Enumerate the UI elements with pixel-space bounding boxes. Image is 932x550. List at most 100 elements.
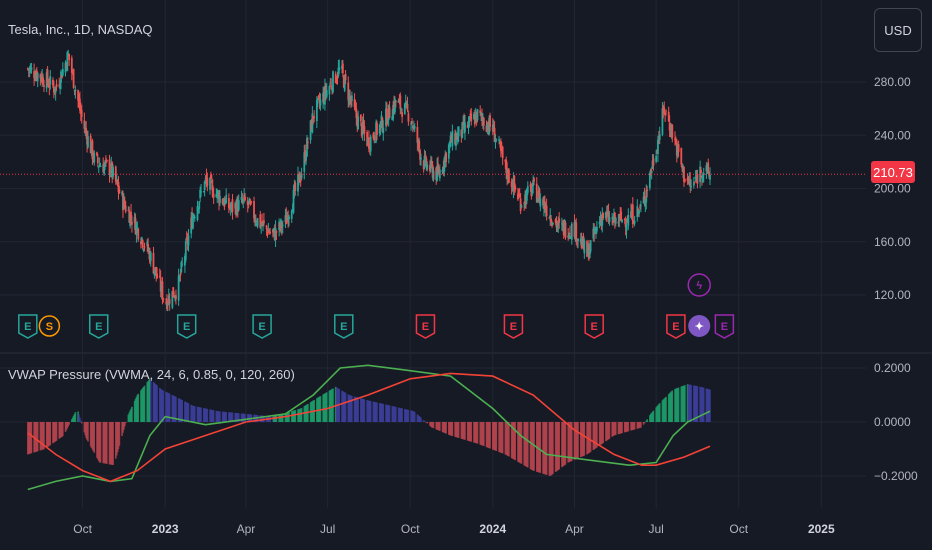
time-tick-label: 2023 — [152, 522, 179, 536]
candle-body — [702, 173, 705, 175]
candle-body — [59, 85, 62, 89]
candle-body — [639, 206, 641, 208]
candle-body — [633, 220, 636, 224]
lightning-icon: ϟ — [696, 280, 702, 292]
candle-body — [404, 102, 407, 105]
candle-body — [353, 99, 356, 108]
earnings-marker: E — [176, 314, 197, 339]
candle-body — [658, 134, 661, 140]
candle-body — [192, 215, 194, 229]
candles-layer — [26, 49, 711, 312]
candle-body — [508, 169, 510, 183]
candle-body — [708, 172, 711, 177]
time-tick-label: 2025 — [808, 522, 835, 536]
candle-body — [281, 225, 284, 227]
candle-body — [644, 199, 647, 207]
candle-body — [70, 58, 73, 73]
symbol-title: Tesla, Inc., 1D, NASDAQ — [8, 22, 153, 37]
candle-body — [480, 113, 483, 115]
candle-body — [639, 205, 642, 207]
time-tick-label: 2024 — [479, 522, 506, 536]
candle-body — [294, 182, 297, 191]
earnings-badge-shape — [176, 314, 197, 339]
indicator-title[interactable]: VWAP Pressure (VWMA, 24, 6, 0.85, 0, 120… — [8, 367, 295, 382]
candle-body — [693, 181, 696, 183]
earnings-marker: E — [503, 314, 524, 339]
candle-body — [306, 141, 309, 143]
candle-body — [349, 95, 351, 98]
candle-body — [401, 112, 404, 117]
candle-body — [456, 132, 459, 142]
candle-body — [324, 85, 327, 94]
candle-body — [254, 219, 257, 223]
candle-body — [124, 205, 127, 212]
candle-body — [249, 202, 252, 204]
candle-body — [441, 169, 444, 173]
candle-body — [114, 166, 117, 182]
candle-body — [184, 255, 186, 266]
earnings-badge-shape — [666, 314, 686, 339]
time-axis[interactable]: Oct 2023 Apr Jul Oct 2024 Apr Jul Oct 2025 — [73, 522, 835, 536]
candle-body — [445, 152, 448, 163]
candle-body — [664, 112, 667, 115]
candle-body — [306, 137, 308, 157]
candle-body — [467, 121, 470, 128]
candle-body — [667, 111, 670, 122]
candle-body — [498, 139, 500, 141]
candle-body — [161, 281, 164, 300]
candle-body — [418, 140, 421, 149]
candle-body — [648, 172, 651, 188]
candle-body — [184, 241, 187, 260]
candle-body — [193, 216, 196, 219]
candle-body — [410, 123, 412, 125]
candle-body — [156, 273, 158, 279]
candle-body — [298, 172, 301, 183]
candle-body — [397, 100, 400, 103]
candle-body — [85, 128, 88, 134]
candle-body — [200, 191, 202, 193]
candle-body — [627, 214, 630, 226]
currency-button[interactable]: USD — [874, 8, 922, 52]
candle-body — [429, 165, 431, 172]
candle-body — [55, 84, 58, 88]
candle-body — [655, 155, 658, 162]
candle-body — [671, 125, 674, 138]
earnings-badge-label: E — [672, 321, 679, 333]
candle-body — [368, 137, 370, 149]
candle-body — [229, 208, 232, 210]
candle-body — [74, 89, 77, 92]
candle-body — [532, 180, 535, 187]
candle-body — [486, 123, 489, 131]
candle-body — [99, 165, 102, 167]
candle-body — [36, 73, 39, 81]
candle-body — [549, 215, 552, 221]
earnings-badge-label: E — [183, 321, 190, 333]
candle-body — [199, 189, 202, 199]
candle-body — [400, 108, 403, 110]
candle-body — [461, 122, 464, 138]
candle-body — [330, 85, 333, 88]
candle-body — [104, 161, 106, 166]
candle-body — [105, 160, 108, 162]
candle-body — [253, 201, 255, 219]
candle-body — [219, 196, 221, 204]
earnings-badge-shape — [334, 314, 354, 339]
price-axis[interactable]: 280.00 240.00 200.00 160.00 120.00 0.2000 0.00… — [874, 75, 918, 483]
candle-body — [240, 197, 243, 200]
candle-body — [701, 174, 704, 181]
candle-body — [411, 121, 413, 124]
candle-body — [140, 241, 142, 245]
candle-body — [535, 183, 538, 203]
candle-body — [657, 139, 659, 155]
candle-body — [228, 204, 231, 209]
candle-body — [687, 177, 690, 181]
oscillator-lines-layer — [27, 364, 711, 491]
candle-body — [394, 99, 396, 113]
candle-body — [72, 69, 75, 89]
candle-body — [98, 164, 101, 167]
candle-body — [68, 53, 71, 60]
candle-body — [129, 212, 132, 226]
candle-body — [447, 144, 450, 159]
candle-body — [227, 197, 230, 209]
